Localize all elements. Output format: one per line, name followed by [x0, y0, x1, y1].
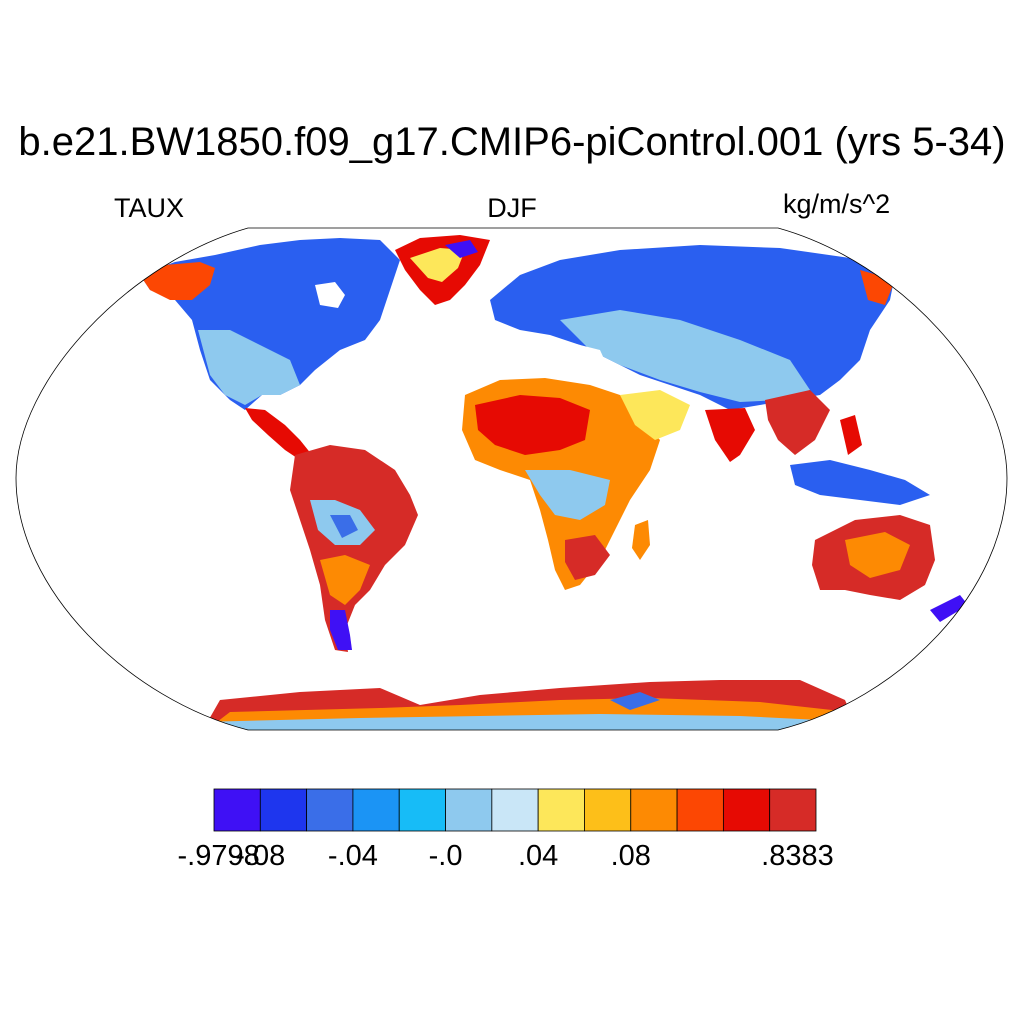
madagascar — [632, 520, 650, 560]
colorbar-swatch — [630, 788, 678, 832]
colorbar-swatch — [213, 788, 261, 832]
alaska-warm — [140, 262, 215, 300]
colorbar-swatch — [722, 788, 771, 832]
land-field-layer — [140, 235, 968, 730]
australia-inner — [845, 532, 910, 578]
equatorial-africa-cool — [525, 470, 610, 520]
globe-outline — [15, 227, 1008, 731]
colorbar-tick-label: .04 — [517, 840, 559, 872]
new-zealand — [930, 595, 968, 622]
greenland-blue — [445, 240, 478, 258]
antarctica-blue-patch — [610, 692, 660, 710]
variable-label: TAUX — [114, 193, 185, 223]
na-light-band — [198, 330, 300, 405]
colorbar-tick-label: .8383 — [761, 840, 834, 872]
colorbar-swatch — [537, 788, 585, 832]
colorbar-swatch — [491, 788, 539, 832]
colorbar-tick-label: -.0 — [428, 840, 463, 872]
plot-title: b.e21.BW1850.f09_g17.CMIP6-piControl.001… — [18, 120, 1006, 164]
south-america-landmass — [290, 445, 418, 652]
arabia-yellow — [620, 390, 690, 440]
greenland-interior — [410, 248, 465, 282]
sa-south-orange — [320, 555, 370, 605]
colorbar-tick-label: -.9798 — [177, 840, 260, 872]
colorbar-tick-label: -.08 — [235, 840, 286, 872]
colorbar-tick-label: .08 — [610, 840, 651, 872]
colorbar-swatch — [445, 788, 493, 832]
colorbar-swatch — [769, 788, 817, 832]
central-america-landmass — [245, 408, 312, 460]
sa-interior-blue — [330, 515, 358, 538]
patagonia-blue — [330, 610, 352, 650]
units-label: kg/m/s^2 — [783, 189, 891, 219]
indonesia-blue — [790, 460, 930, 505]
eurasia-light-band — [560, 310, 810, 402]
season-label: DJF — [487, 193, 537, 223]
colorbar-swatch — [259, 788, 308, 832]
colorbar — [213, 788, 817, 832]
mediterranean-gap — [510, 340, 610, 378]
hudson-bay-gap — [315, 282, 345, 308]
colorbar-swatch — [352, 788, 400, 832]
india-red — [705, 408, 755, 462]
colorbar-swatch — [306, 788, 354, 832]
colorbar-swatch — [584, 788, 632, 832]
southern-africa-red — [565, 535, 610, 580]
sahara-red — [475, 395, 590, 455]
se-asia-red — [765, 390, 830, 455]
philippines — [840, 415, 862, 455]
colorbar-swatch — [676, 788, 724, 832]
colorbar-tick-label: -.04 — [327, 840, 378, 872]
colorbar-swatch — [398, 788, 446, 832]
